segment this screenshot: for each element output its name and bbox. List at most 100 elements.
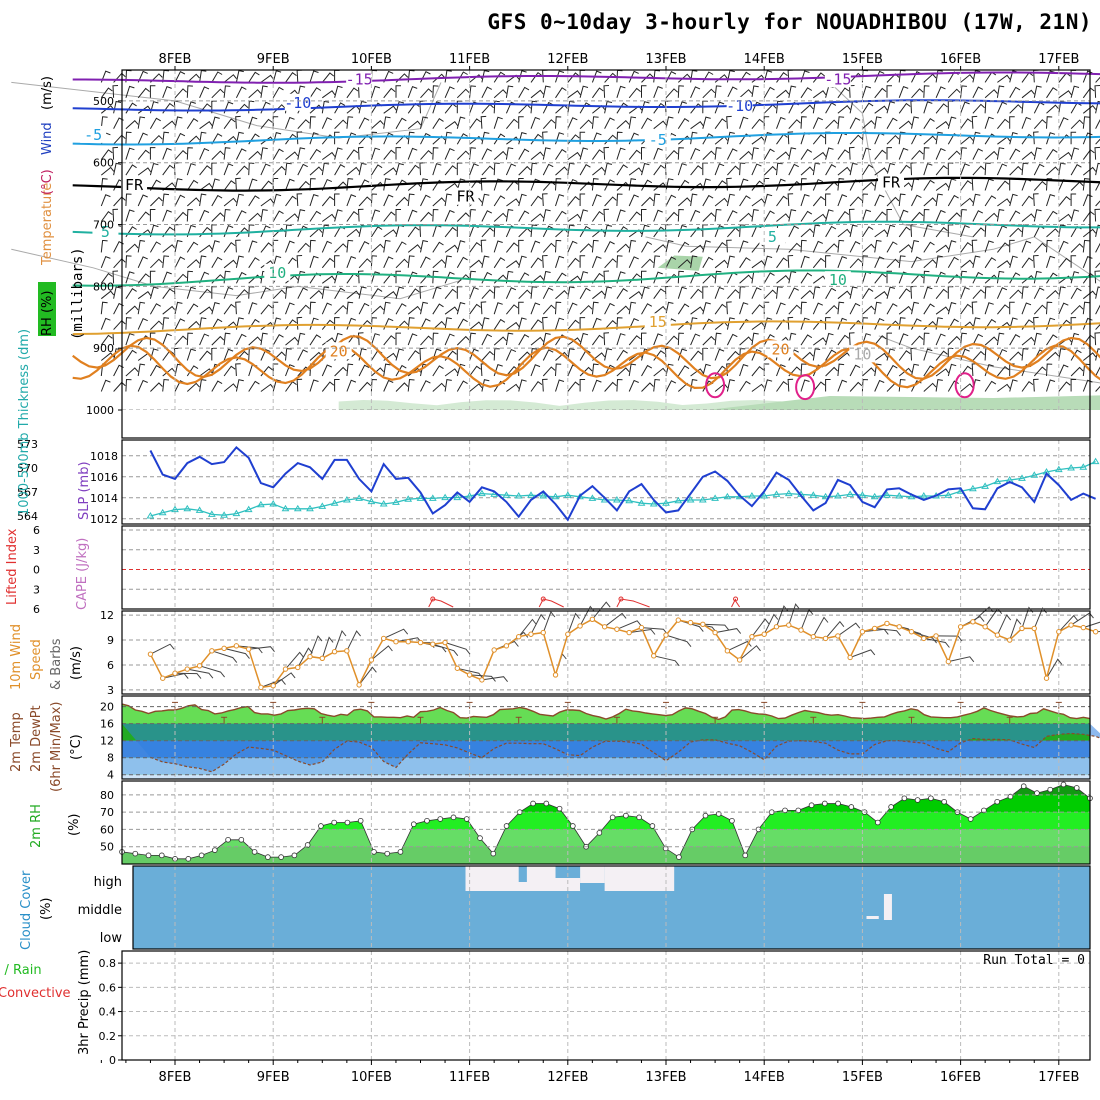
wind-barb [383,194,394,207]
wind-barb [309,116,316,129]
wind-barb [100,272,113,284]
wind-barb [346,149,359,160]
thickness-marker [379,500,388,507]
wind-barb [751,287,762,299]
wind-speed-marker [540,629,546,636]
rh-marker [530,800,536,807]
wind-barb [788,242,801,253]
wind-barb [1070,366,1084,377]
wind-barb [272,210,284,222]
wind-speed-marker [417,639,424,646]
wind-barb [739,89,753,99]
wind-barb [751,304,764,315]
wind-barb [653,367,667,377]
wind-speed-marker [700,621,706,627]
wind-barb [1033,287,1045,299]
wind-barb [628,301,637,315]
wind-barb [911,211,924,222]
wind-barb [972,350,985,361]
wind-barb [776,257,788,269]
wind-barb [567,286,575,299]
wind-barb [971,115,978,129]
wind-barb [677,118,690,129]
wind-barb [837,87,850,99]
wind-barb [714,197,728,207]
wind-barb [383,149,396,160]
wind-barb [480,239,487,253]
wind-barb [886,303,898,315]
label-background [346,70,373,88]
wind-barb [763,210,775,222]
wind-barb [530,162,538,176]
wind-barb [616,243,630,253]
thickness-marker [478,489,486,497]
wind-barb [432,224,442,238]
wind-speed-marker [307,653,313,660]
dewpoint-fill [122,723,1100,772]
wind-speed-marker [933,633,939,639]
wind-barb [542,610,556,633]
wind-barb [923,332,930,346]
wind-barb [518,104,532,114]
wind-barb [825,349,837,361]
wind-barb [984,212,998,222]
wind-barb [874,379,885,392]
wind-barb [370,164,383,176]
wind-barb [383,167,397,176]
rh-legend-label: RH (%) [40,291,55,336]
wind-barb [971,301,978,315]
wind-barb [223,383,237,392]
wind-barb [100,379,111,392]
wind-barb [653,333,663,346]
wind-barb [174,240,183,253]
wind-barb [125,305,139,315]
isotherm-25 [795,374,816,401]
wind-barb [297,209,306,222]
cloud-block [580,883,593,889]
wind-barb [162,333,172,346]
wind-barb [456,274,470,284]
wind-barb [1058,257,1071,269]
wind-barb [493,71,506,83]
wind-barb [874,70,885,83]
wind-barb [137,379,148,392]
wind-barb [628,178,637,191]
wind-barb [947,194,959,207]
wind-barb [714,163,725,176]
wind-barb [788,603,800,626]
wind-barb [1033,85,1042,98]
wind-barb [456,240,466,253]
wind-barb [297,147,306,160]
wind-barb [113,286,122,299]
wind-barb [628,87,641,99]
rh-marker [357,817,364,824]
wind-barb [972,148,984,160]
wind-barb [1058,151,1072,161]
wind-barb [248,302,258,315]
wind-barb [530,89,544,99]
rh-marker [132,850,139,857]
wind-barb [125,131,132,145]
pressure-axis-label: (millibars) [70,247,86,340]
wind-barb [1094,146,1100,160]
wind-barb [677,286,687,299]
thickness-marker [232,509,241,517]
wind-barb [174,116,183,129]
wind-barb [788,85,797,98]
wind-barb [100,211,113,222]
wind-barb [727,289,740,300]
wind-barb [506,242,519,253]
wind-barb [223,286,234,299]
wind-barb [603,85,610,98]
wind-barb [505,147,514,160]
wind-barb [812,240,823,253]
wind-barb [469,286,479,299]
wind-barb [567,90,581,99]
wind-barb [726,317,735,330]
wind-barb [493,302,503,315]
wind-barb [665,301,674,315]
wind-barb [972,317,981,330]
wind-barb [628,116,637,129]
wind-barb [358,258,372,269]
wind-barb [825,102,837,114]
